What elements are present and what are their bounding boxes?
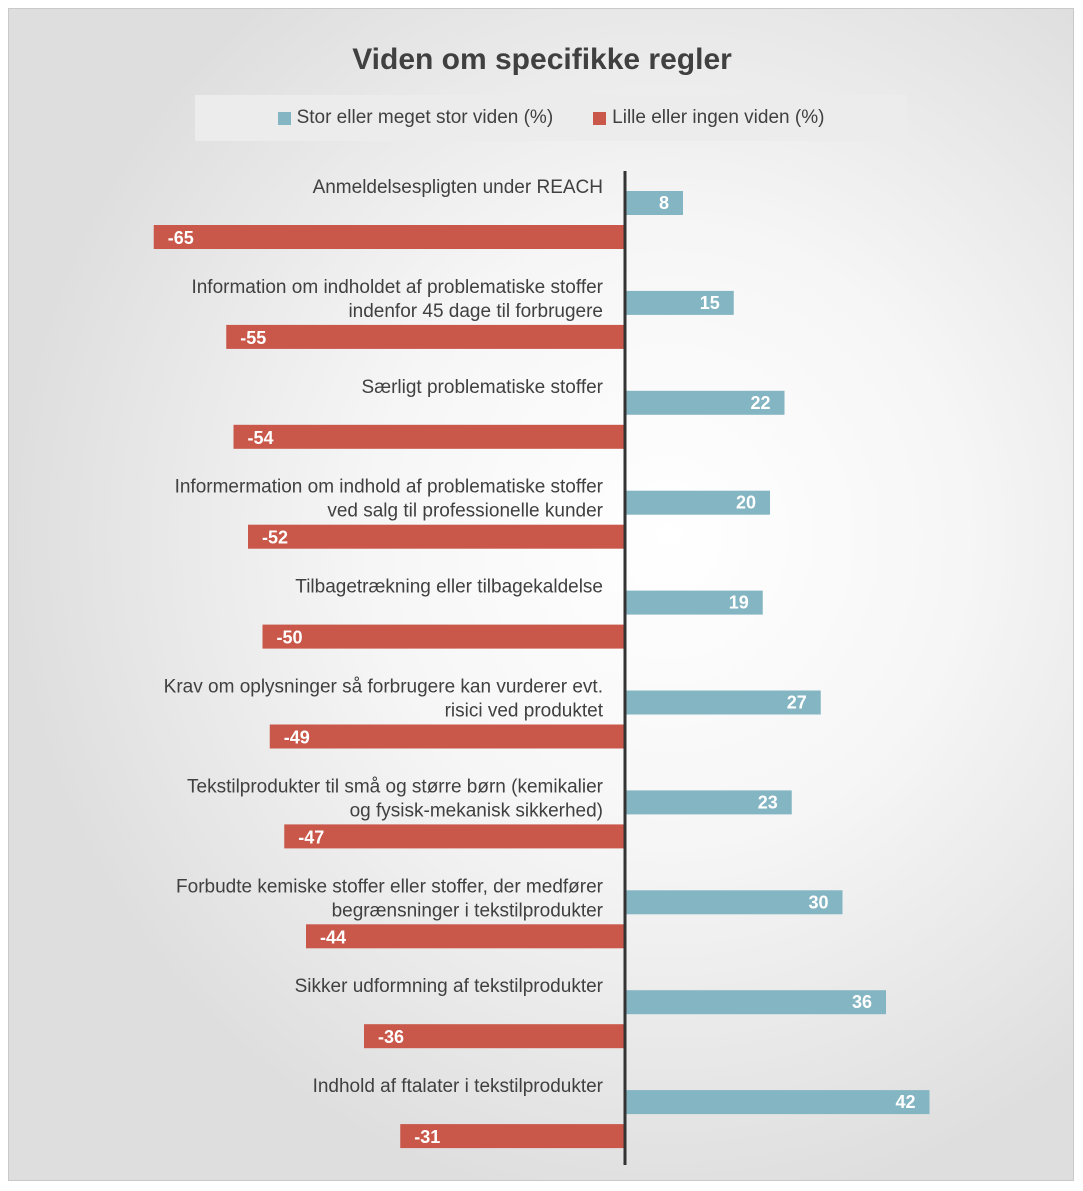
chart-frame: Viden om specifikke regler Stor eller me…: [8, 8, 1074, 1181]
category-label: Anmeldelsespligten under REACH: [313, 177, 603, 198]
data-label-negative: -36: [378, 1027, 404, 1047]
category-label: Tilbagetrækning eller tilbagekaldelse: [295, 577, 603, 598]
bar-negative: [248, 524, 625, 549]
legend-label-positive: Stor eller meget stor viden (%): [296, 107, 554, 128]
data-label-negative: -55: [240, 328, 266, 348]
data-label-positive: 36: [852, 992, 872, 1012]
data-label-negative: -47: [298, 827, 324, 847]
bar-positive: [625, 690, 821, 715]
bar-negative: [269, 724, 625, 749]
category-label: Informermation om indhold af problematis…: [175, 477, 604, 522]
legend: Stor eller meget stor viden (%) Lille el…: [195, 95, 907, 141]
bar-negative: [153, 225, 625, 249]
data-label-positive: 15: [700, 293, 720, 313]
bar-positive: [625, 1090, 930, 1115]
data-label-positive: 22: [750, 393, 770, 413]
data-label-negative: -52: [262, 528, 288, 548]
bar-chart-plot: Anmeldelsespligten under REACH 8 -65 Inform…: [153, 171, 930, 1165]
data-label-negative: -44: [320, 927, 346, 947]
bar-negative: [233, 424, 625, 449]
bar-positive: [625, 490, 770, 515]
legend-swatch-negative: [593, 111, 607, 125]
data-label-positive: 23: [758, 792, 778, 812]
category-label: Tekstilprodukter til små og større børn …: [187, 776, 604, 821]
data-label-negative: -65: [168, 228, 194, 248]
legend-item-positive: Stor eller meget stor viden (%): [277, 107, 554, 129]
bar-negative: [400, 1124, 625, 1149]
category-label: Særligt problematiske stoffer: [362, 377, 604, 398]
bar-negative: [364, 1024, 625, 1049]
category-label: Krav om oplysninger så forbrugere kan vu…: [164, 677, 604, 722]
legend-label-negative: Lille eller ingen viden (%): [612, 107, 825, 128]
data-label-negative: -50: [277, 628, 303, 648]
data-label-positive: 8: [659, 193, 669, 213]
bar-negative: [262, 624, 625, 649]
category-label: Forbudte kemiske stoffer eller stoffer, …: [176, 876, 604, 921]
data-label-negative: -54: [248, 428, 274, 448]
data-label-positive: 19: [729, 593, 749, 613]
bar-positive: [625, 390, 785, 415]
data-label-positive: 30: [808, 892, 828, 912]
data-label-negative: -31: [414, 1127, 440, 1147]
bar-positive: [625, 590, 763, 615]
bar-positive: [625, 790, 792, 815]
category-label: Sikker udformning af tekstilprodukter: [295, 976, 604, 997]
bar-positive: [625, 890, 843, 915]
category-label: Information om indholdet af problematisk…: [191, 277, 603, 322]
category-label: Indhold af ftalater i tekstilprodukter: [313, 1076, 604, 1097]
data-label-positive: 27: [787, 693, 807, 713]
bar-negative: [306, 924, 625, 949]
data-label-positive: 20: [736, 493, 756, 513]
bar-negative: [284, 824, 625, 849]
bar-positive: [625, 990, 886, 1015]
legend-item-negative: Lille eller ingen viden (%): [593, 107, 824, 129]
bar-positive: [625, 191, 683, 215]
chart-title: Viden om specifikke regler: [352, 43, 732, 76]
data-label-negative: -49: [284, 728, 310, 748]
bar-negative: [226, 324, 625, 349]
bar-positive: [625, 290, 734, 315]
data-label-positive: 42: [895, 1092, 915, 1112]
legend-swatch-positive: [277, 111, 291, 125]
